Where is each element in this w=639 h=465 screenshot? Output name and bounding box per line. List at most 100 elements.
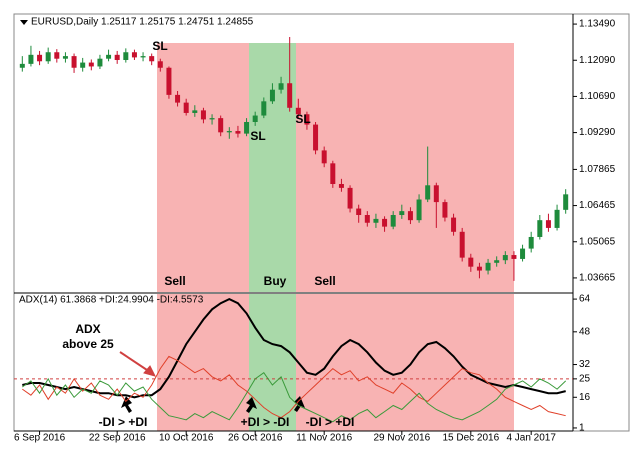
candle-body [131,52,137,58]
candle-body [390,215,396,227]
candle-body [235,131,241,134]
x-tick-label: 4 Jan 2017 [506,433,556,444]
cross-arrows [121,396,305,413]
candle-body [382,218,388,227]
adx-header: ADX(14) 61.3868 +DI:24.9904 -DI:4.5573 [19,295,204,306]
annotation: ADX [75,322,100,336]
candle-body [520,248,526,259]
sell-region [296,294,514,431]
candle-body [399,211,405,216]
candle-body [554,209,560,228]
x-tick-label: 11 Nov 2016 [296,433,352,444]
candle-body [338,184,344,188]
annotation: SL [295,112,310,126]
x-tick-label: 29 Nov 2016 [373,433,430,444]
candle-body [114,54,120,60]
candle-body [175,94,181,103]
candle-body [149,56,155,62]
candle-body [287,83,293,108]
candle-body [502,255,508,261]
price-header: EURUSD,Daily 1.25117 1.25175 1.24751 1.2… [31,17,254,28]
y-tick-label: 1.10690 [579,91,616,102]
candle-body [192,110,198,113]
y-tick-label: 32 [579,359,591,370]
candle-body [476,266,482,271]
candle-body [28,54,34,64]
candle-body [157,61,163,68]
candle-body [218,118,224,133]
y-tick-label: 1.12090 [579,55,616,66]
candle-body [88,62,94,67]
candle-body [451,217,457,232]
candle-body [62,56,68,59]
candle-body [244,121,250,134]
candle-body [140,56,146,58]
candle-body [321,150,327,164]
candle-body [252,115,258,122]
candle-body [468,257,474,267]
candle-body [209,118,215,120]
annotation: SL [250,129,265,143]
candle-body [364,215,370,223]
candle-body [80,62,86,68]
candle-body [407,211,413,221]
y-tick-label: 1.07865 [579,164,616,175]
annotation: Sell [314,274,335,288]
candle-body [330,163,336,185]
y-tick-label: 1.05065 [579,236,616,247]
x-tick-label: 6 Sep 2016 [14,433,66,444]
candle-body [304,114,310,125]
x-tick-label: 22 Sep 2016 [89,433,146,444]
annotation: above 25 [62,337,114,351]
menu-triangle [20,20,28,25]
candle-body [373,218,379,223]
annotation: +DI > -DI [241,415,290,429]
candle-body [494,260,500,263]
indicator-line [22,371,567,423]
buy-region [249,43,296,292]
candle-body [528,236,534,249]
sell-region [157,43,249,292]
y-tick-label: 48 [579,326,591,337]
candle-body [459,231,465,258]
candle-body [19,63,25,68]
candle-body [278,83,284,90]
candle-body [37,54,43,62]
candle-body [485,262,491,271]
x-tick-label: 15 Dec 2016 [442,433,499,444]
y-tick-label: 1.06465 [579,200,616,211]
candle-body [261,101,267,116]
x-tick-label: 26 Oct 2016 [228,433,283,444]
y-tick-label: 1 [579,423,585,434]
sell-region [296,43,514,292]
candle-body [54,52,60,59]
candle-body [442,202,448,218]
y-tick-label: 1.03665 [579,273,616,284]
annotation: Sell [164,274,185,288]
candle-body [106,54,112,59]
annotation: SL [152,39,167,53]
candle-body [416,199,422,221]
candle-body [97,58,103,67]
candle-body [313,124,319,151]
candle-body [71,56,77,68]
annotation: Buy [264,274,287,288]
candle-body [433,185,439,203]
indicator-line [22,355,566,419]
y-tick-label: 64 [579,294,591,305]
candle-body [295,107,301,115]
y-tick-label: 25 [579,374,591,385]
candle-body [537,220,543,237]
y-tick-label: 1.09290 [579,127,616,138]
x-tick-label: 10 Oct 2016 [159,433,214,444]
buy-region [249,294,296,431]
annotation: -DI > +DI [99,415,148,429]
candle-body [563,194,569,210]
y-tick-label: 16 [579,392,591,403]
sell-region [157,294,249,431]
candle-body [511,255,517,259]
candle-body [356,208,362,216]
candle-body [45,52,51,62]
adx-arrow [119,351,156,377]
